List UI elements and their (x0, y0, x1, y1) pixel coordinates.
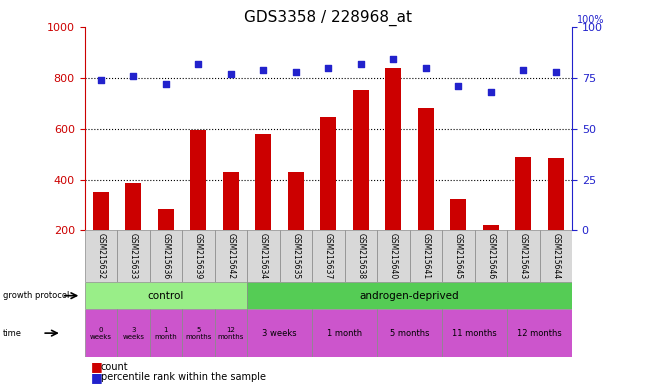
Text: GSM215641: GSM215641 (421, 233, 430, 279)
Bar (182, 309, 215, 357)
Text: GSM215645: GSM215645 (454, 233, 463, 279)
Text: percentile rank within the sample: percentile rank within the sample (101, 372, 266, 382)
Bar (84, 309, 117, 357)
Text: 11 months: 11 months (452, 329, 497, 338)
Text: GSM215639: GSM215639 (194, 233, 203, 279)
Text: control: control (148, 291, 184, 301)
Text: GSM215636: GSM215636 (161, 233, 170, 279)
Text: 5 months: 5 months (390, 329, 429, 338)
Bar (255, 134, 272, 230)
Text: time: time (3, 329, 22, 338)
Bar (442, 309, 507, 357)
Bar (157, 209, 174, 230)
Point (323, 65, 333, 71)
Bar (352, 91, 369, 230)
Point (388, 56, 398, 63)
Point (258, 66, 268, 73)
Point (193, 60, 203, 66)
Bar (214, 230, 247, 282)
Point (226, 71, 236, 77)
Text: GSM215634: GSM215634 (259, 233, 268, 279)
Text: androgen-deprived: androgen-deprived (359, 291, 460, 301)
Text: ■: ■ (91, 371, 103, 384)
Bar (442, 230, 474, 282)
Point (518, 66, 528, 73)
Bar (474, 230, 507, 282)
Point (128, 73, 138, 79)
Bar (247, 282, 572, 309)
Bar (507, 230, 540, 282)
Bar (150, 309, 182, 357)
Bar (417, 108, 434, 230)
Text: growth protocol: growth protocol (3, 291, 70, 300)
Bar (507, 309, 572, 357)
Bar (344, 230, 377, 282)
Bar (515, 157, 532, 230)
Bar (125, 183, 142, 230)
Text: 100%: 100% (577, 15, 605, 25)
Text: GSM215640: GSM215640 (389, 233, 398, 279)
Bar (312, 230, 344, 282)
Bar (84, 282, 247, 309)
Bar (214, 309, 247, 357)
Bar (117, 309, 150, 357)
Text: 0
weeks: 0 weeks (90, 327, 112, 339)
Bar (150, 230, 182, 282)
Bar (450, 199, 467, 230)
Title: GDS3358 / 228968_at: GDS3358 / 228968_at (244, 9, 412, 25)
Point (161, 81, 171, 87)
Text: 1
month: 1 month (155, 327, 177, 339)
Bar (320, 117, 337, 230)
Bar (222, 172, 239, 230)
Bar (482, 225, 499, 230)
Bar (117, 230, 150, 282)
Text: GSM215633: GSM215633 (129, 233, 138, 279)
Bar (540, 230, 572, 282)
Point (96, 77, 106, 83)
Bar (410, 230, 442, 282)
Point (551, 69, 561, 75)
Bar (190, 130, 207, 230)
Bar (247, 230, 280, 282)
Point (421, 65, 431, 71)
Point (453, 83, 463, 89)
Point (486, 89, 496, 95)
Text: 3 weeks: 3 weeks (262, 329, 297, 338)
Text: 5
months: 5 months (185, 327, 211, 339)
Point (291, 69, 301, 75)
Text: 3
weeks: 3 weeks (122, 327, 144, 339)
Bar (377, 230, 410, 282)
Bar (92, 192, 109, 230)
Text: GSM215643: GSM215643 (519, 233, 528, 279)
Bar (84, 230, 117, 282)
Text: GSM215632: GSM215632 (96, 233, 105, 279)
Bar (377, 309, 442, 357)
Bar (247, 309, 312, 357)
Text: 1 month: 1 month (327, 329, 362, 338)
Text: 12
months: 12 months (218, 327, 244, 339)
Bar (385, 68, 402, 230)
Bar (287, 172, 304, 230)
Text: 12 months: 12 months (517, 329, 562, 338)
Bar (280, 230, 312, 282)
Bar (547, 158, 564, 230)
Text: count: count (101, 362, 129, 372)
Text: GSM215644: GSM215644 (551, 233, 560, 279)
Bar (182, 230, 215, 282)
Text: GSM215638: GSM215638 (356, 233, 365, 279)
Bar (312, 309, 377, 357)
Point (356, 60, 366, 66)
Text: GSM215642: GSM215642 (226, 233, 235, 279)
Text: GSM215637: GSM215637 (324, 233, 333, 279)
Text: GSM215635: GSM215635 (291, 233, 300, 279)
Text: GSM215646: GSM215646 (486, 233, 495, 279)
Text: ■: ■ (91, 360, 103, 373)
